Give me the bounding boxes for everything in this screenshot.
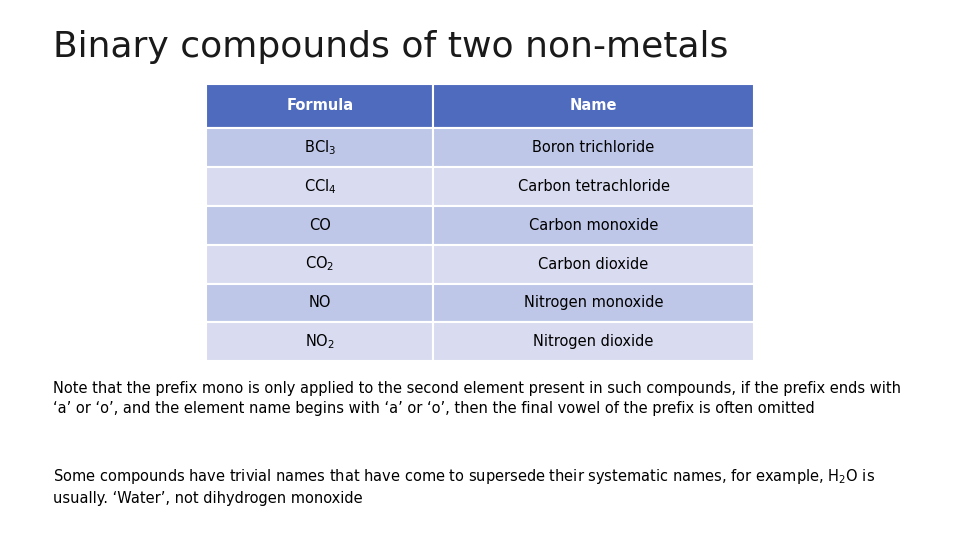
Text: Carbon monoxide: Carbon monoxide bbox=[529, 218, 659, 233]
Text: Formula: Formula bbox=[286, 98, 353, 113]
Text: Binary compounds of two non-metals: Binary compounds of two non-metals bbox=[53, 30, 729, 64]
FancyBboxPatch shape bbox=[206, 167, 434, 206]
FancyBboxPatch shape bbox=[206, 84, 434, 128]
FancyBboxPatch shape bbox=[434, 245, 754, 284]
FancyBboxPatch shape bbox=[434, 84, 754, 128]
Text: Carbon tetrachloride: Carbon tetrachloride bbox=[517, 179, 669, 194]
Text: Some compounds have trivial names that have come to supersede their systematic n: Some compounds have trivial names that h… bbox=[53, 467, 875, 506]
FancyBboxPatch shape bbox=[434, 167, 754, 206]
FancyBboxPatch shape bbox=[206, 245, 434, 284]
Text: Nitrogen dioxide: Nitrogen dioxide bbox=[534, 334, 654, 349]
Text: Note that the prefix mono is only applied to the second element present in such : Note that the prefix mono is only applie… bbox=[53, 381, 900, 415]
FancyBboxPatch shape bbox=[434, 284, 754, 322]
Text: CO: CO bbox=[309, 218, 331, 233]
FancyBboxPatch shape bbox=[206, 322, 434, 361]
FancyBboxPatch shape bbox=[434, 128, 754, 167]
FancyBboxPatch shape bbox=[206, 206, 434, 245]
Text: CCl$_4$: CCl$_4$ bbox=[303, 177, 336, 195]
FancyBboxPatch shape bbox=[434, 206, 754, 245]
FancyBboxPatch shape bbox=[206, 128, 434, 167]
Text: Nitrogen monoxide: Nitrogen monoxide bbox=[524, 295, 663, 310]
FancyBboxPatch shape bbox=[434, 322, 754, 361]
FancyBboxPatch shape bbox=[206, 284, 434, 322]
Text: Boron trichloride: Boron trichloride bbox=[533, 140, 655, 155]
Text: Name: Name bbox=[570, 98, 617, 113]
Text: NO: NO bbox=[309, 295, 331, 310]
Text: BCl$_3$: BCl$_3$ bbox=[304, 138, 336, 157]
Text: NO$_2$: NO$_2$ bbox=[305, 333, 335, 351]
Text: CO$_2$: CO$_2$ bbox=[305, 255, 335, 273]
Text: Carbon dioxide: Carbon dioxide bbox=[539, 256, 649, 272]
